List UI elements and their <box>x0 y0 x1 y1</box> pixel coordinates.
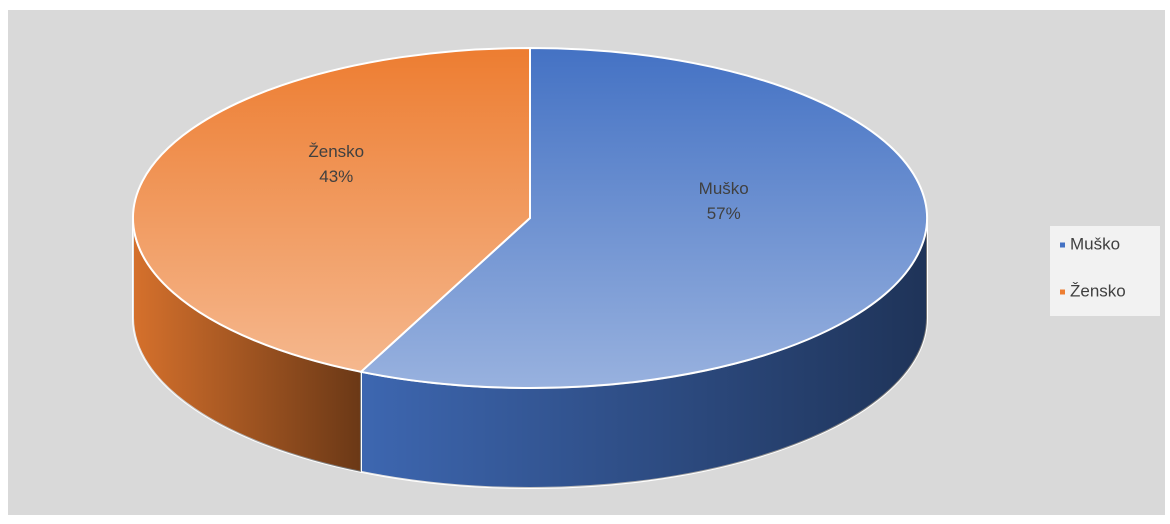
side-shade <box>360 218 928 488</box>
slice-shade <box>358 46 928 389</box>
legend-label: Žensko <box>1070 281 1126 300</box>
slice-value-label: 43% <box>319 167 353 186</box>
legend-label: Muško <box>1070 234 1120 253</box>
slice-category: Žensko <box>308 142 364 161</box>
slice-shade <box>132 46 531 373</box>
legend-box <box>1050 226 1160 316</box>
side-shade <box>133 218 361 472</box>
slice-category: Muško <box>699 179 749 198</box>
legend-marker <box>1060 289 1065 295</box>
legend-marker <box>1060 242 1065 248</box>
slice-value-label: 57% <box>707 204 741 223</box>
